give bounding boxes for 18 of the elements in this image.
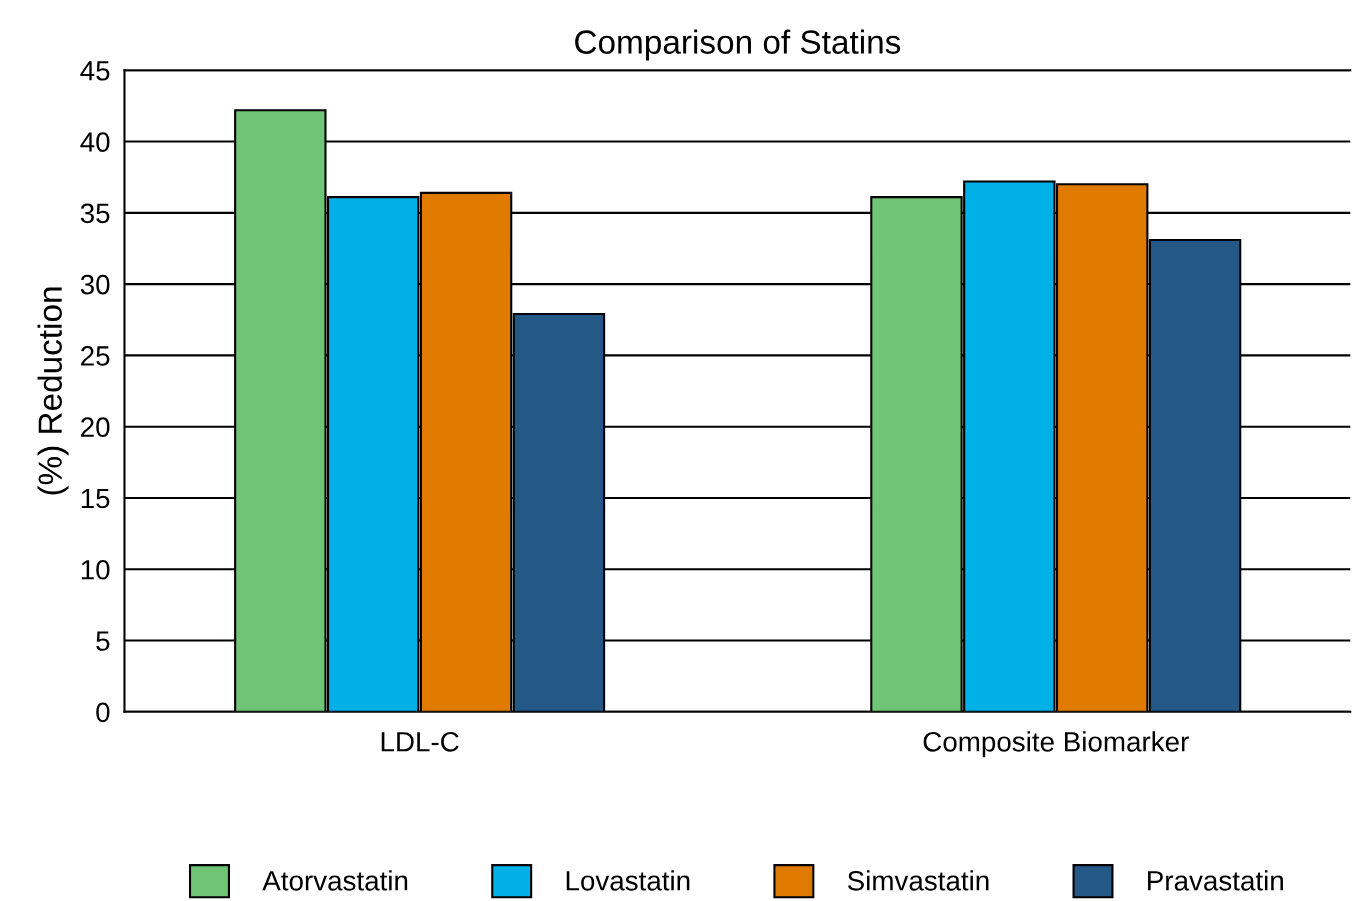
y-tick-label: 25 bbox=[81, 346, 110, 366]
legend-label: Pravastatin bbox=[1148, 870, 1283, 891]
y-tick-label: 10 bbox=[81, 559, 110, 580]
y-tick-label: 40 bbox=[80, 132, 110, 152]
y-tick-label: 30 bbox=[80, 274, 110, 295]
y-tick-label: 15 bbox=[81, 488, 110, 509]
y-tick-label: 45 bbox=[80, 61, 110, 81]
legend-label: Simvastatin bbox=[847, 870, 989, 891]
y-tick-label: 5 bbox=[96, 631, 110, 651]
legend-label: Atorvastatin bbox=[262, 870, 408, 891]
x-tick-label: LDL-C bbox=[381, 731, 459, 752]
y-tick-label: 35 bbox=[80, 203, 110, 224]
x-tick-label: Composite Biomarker bbox=[923, 731, 1189, 758]
y-axis-title: (%) Reduction bbox=[37, 287, 69, 495]
chart-title: Comparison of Statins bbox=[575, 29, 901, 61]
y-tick-label: 20 bbox=[81, 417, 110, 438]
y-tick-label: 0 bbox=[96, 702, 110, 723]
legend-label: Lovastatin bbox=[566, 870, 690, 891]
